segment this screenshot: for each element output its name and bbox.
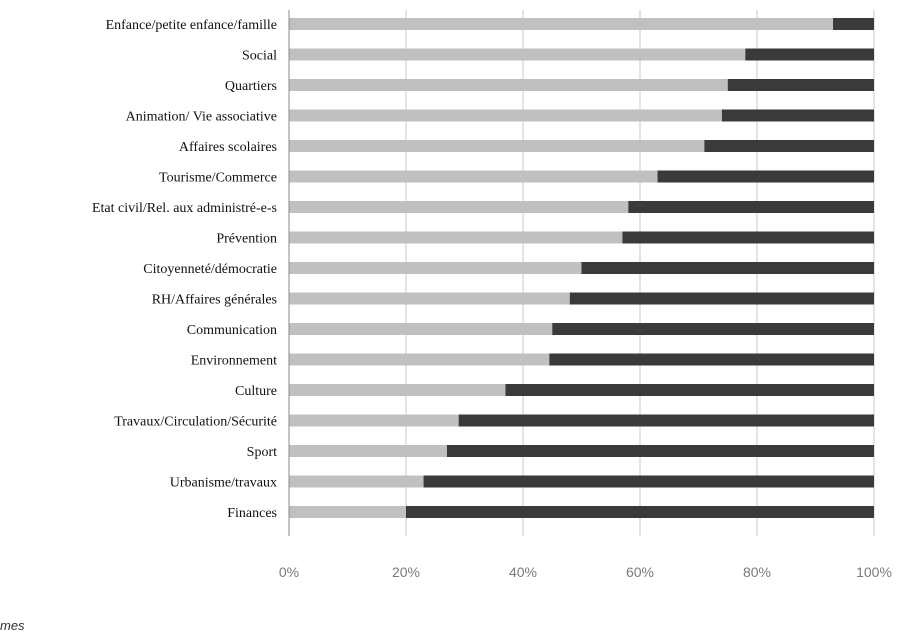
bar-segment-1-6 bbox=[628, 201, 874, 213]
bar-segment-1-7 bbox=[622, 231, 874, 244]
category-label: Citoyenneté/démocratie bbox=[143, 262, 277, 277]
category-label: Enfance/petite enfance/famille bbox=[106, 18, 277, 33]
bar-segment-0-4 bbox=[289, 140, 705, 152]
bar-segment-0-10 bbox=[289, 323, 553, 335]
bar-segment-1-11 bbox=[549, 353, 874, 366]
bar-segment-1-16 bbox=[406, 506, 874, 518]
bar-segment-0-9 bbox=[289, 292, 570, 305]
bar-segment-0-1 bbox=[289, 48, 746, 61]
category-label: Prévention bbox=[216, 232, 277, 247]
category-label: Sport bbox=[247, 445, 277, 460]
category-label: RH/Affaires générales bbox=[152, 293, 277, 308]
category-label: Social bbox=[242, 49, 277, 64]
bar-segment-0-5 bbox=[289, 170, 658, 183]
x-tick-label: 60% bbox=[626, 564, 654, 580]
category-labels: Enfance/petite enfance/famille Social Quar… bbox=[92, 18, 277, 521]
x-tick-label: 40% bbox=[509, 564, 537, 580]
bar-segment-1-14 bbox=[446, 445, 874, 457]
bar-segment-0-16 bbox=[289, 506, 406, 518]
category-label: Environnement bbox=[191, 354, 277, 369]
bar-segment-1-9 bbox=[569, 292, 874, 305]
category-label: Finances bbox=[227, 506, 277, 521]
bar-segment-1-4 bbox=[704, 140, 874, 152]
category-label: Travaux/Circulation/Sécurité bbox=[114, 415, 277, 430]
category-label: Tourisme/Commerce bbox=[159, 171, 277, 186]
bar-segment-1-5 bbox=[657, 170, 874, 183]
x-tick-label: 100% bbox=[856, 564, 892, 580]
bar-segment-0-6 bbox=[289, 201, 629, 213]
bar-segment-1-13 bbox=[458, 414, 874, 427]
bar-segment-0-8 bbox=[289, 262, 582, 274]
bar-segment-0-3 bbox=[289, 109, 722, 122]
bar-segment-0-7 bbox=[289, 231, 623, 244]
category-label: Quartiers bbox=[225, 79, 277, 94]
bar-segment-0-13 bbox=[289, 414, 459, 427]
category-label: Etat civil/Rel. aux administré-e-s bbox=[92, 201, 277, 216]
bar-segment-0-14 bbox=[289, 445, 447, 457]
bar-segment-1-15 bbox=[423, 475, 874, 488]
x-tick-label: 20% bbox=[392, 564, 420, 580]
bar-segment-1-10 bbox=[552, 323, 874, 335]
category-label: Communication bbox=[187, 323, 277, 338]
x-tick-label: 80% bbox=[743, 564, 771, 580]
bar-segment-0-0 bbox=[289, 18, 834, 30]
category-label: Urbanisme/travaux bbox=[170, 476, 277, 491]
bar-segment-1-1 bbox=[745, 48, 874, 61]
bar-segment-1-3 bbox=[721, 109, 874, 122]
footer-text-fragment: mes bbox=[0, 618, 25, 633]
x-tick-labels: 0% 20% 40% 60% 80% 100% bbox=[279, 564, 892, 580]
bar-segment-1-12 bbox=[505, 384, 874, 396]
bar-segment-0-12 bbox=[289, 384, 506, 396]
bar-segment-0-15 bbox=[289, 475, 424, 488]
bar-segment-1-0 bbox=[833, 18, 874, 30]
bar-segment-0-2 bbox=[289, 79, 728, 91]
category-label: Affaires scolaires bbox=[179, 140, 277, 155]
bars bbox=[289, 18, 874, 518]
x-tick-label: 0% bbox=[279, 564, 299, 580]
bar-segment-1-8 bbox=[581, 262, 874, 274]
category-label: Animation/ Vie associative bbox=[126, 110, 277, 125]
bar-segment-1-2 bbox=[727, 79, 874, 91]
category-label: Culture bbox=[235, 384, 277, 399]
bar-segment-0-11 bbox=[289, 353, 550, 366]
